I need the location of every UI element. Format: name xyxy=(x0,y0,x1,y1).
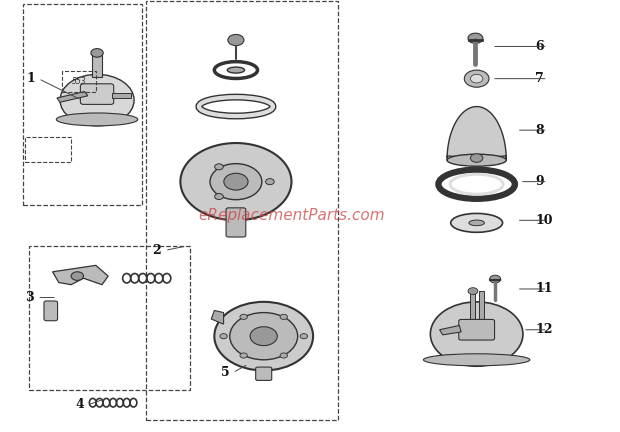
Ellipse shape xyxy=(451,213,503,232)
Circle shape xyxy=(71,272,84,280)
FancyBboxPatch shape xyxy=(226,208,246,237)
Bar xyxy=(62,71,96,92)
Text: 1: 1 xyxy=(26,72,35,85)
Circle shape xyxy=(240,353,247,358)
Circle shape xyxy=(468,288,478,295)
Circle shape xyxy=(91,49,104,57)
Polygon shape xyxy=(211,311,224,324)
Circle shape xyxy=(265,179,274,184)
Ellipse shape xyxy=(228,67,244,73)
Circle shape xyxy=(210,164,262,200)
Circle shape xyxy=(60,74,134,126)
Circle shape xyxy=(280,314,288,319)
Text: 4: 4 xyxy=(76,398,84,411)
Bar xyxy=(25,137,71,162)
Polygon shape xyxy=(57,92,88,102)
Circle shape xyxy=(228,35,244,46)
Text: 2: 2 xyxy=(153,244,161,257)
Text: 12: 12 xyxy=(535,323,553,336)
Polygon shape xyxy=(440,325,461,335)
Text: 7: 7 xyxy=(535,72,544,85)
Circle shape xyxy=(220,334,228,339)
Bar xyxy=(471,291,476,332)
Circle shape xyxy=(300,334,308,339)
Ellipse shape xyxy=(56,113,138,126)
Text: 8: 8 xyxy=(535,124,544,137)
Text: 11: 11 xyxy=(535,283,553,295)
Circle shape xyxy=(471,74,483,83)
Ellipse shape xyxy=(423,354,530,366)
Text: eReplacementParts.com: eReplacementParts.com xyxy=(198,209,385,223)
Polygon shape xyxy=(53,265,108,285)
Circle shape xyxy=(490,275,501,283)
Bar xyxy=(23,3,142,205)
Circle shape xyxy=(180,143,291,220)
Circle shape xyxy=(471,154,483,162)
Text: 3: 3 xyxy=(25,291,33,304)
FancyBboxPatch shape xyxy=(255,367,272,381)
Bar xyxy=(479,291,484,332)
Circle shape xyxy=(280,353,288,358)
Bar xyxy=(112,93,131,98)
Ellipse shape xyxy=(447,154,507,166)
Ellipse shape xyxy=(469,220,484,226)
Circle shape xyxy=(215,194,223,200)
Text: 6: 6 xyxy=(535,40,544,53)
Circle shape xyxy=(230,313,298,360)
FancyBboxPatch shape xyxy=(459,319,495,340)
Bar xyxy=(29,246,190,390)
Text: 9: 9 xyxy=(535,175,544,188)
Circle shape xyxy=(464,70,489,87)
Bar xyxy=(92,53,102,76)
Circle shape xyxy=(224,173,248,190)
Circle shape xyxy=(215,164,223,170)
Polygon shape xyxy=(447,107,507,160)
Circle shape xyxy=(468,33,483,44)
Circle shape xyxy=(240,314,247,319)
Text: 5: 5 xyxy=(221,366,229,379)
FancyBboxPatch shape xyxy=(44,301,58,321)
Circle shape xyxy=(215,302,313,371)
Bar xyxy=(146,1,338,420)
Text: 10: 10 xyxy=(535,214,553,227)
Circle shape xyxy=(250,327,277,346)
Circle shape xyxy=(430,302,523,366)
Text: 553: 553 xyxy=(71,77,86,86)
FancyBboxPatch shape xyxy=(81,84,113,105)
